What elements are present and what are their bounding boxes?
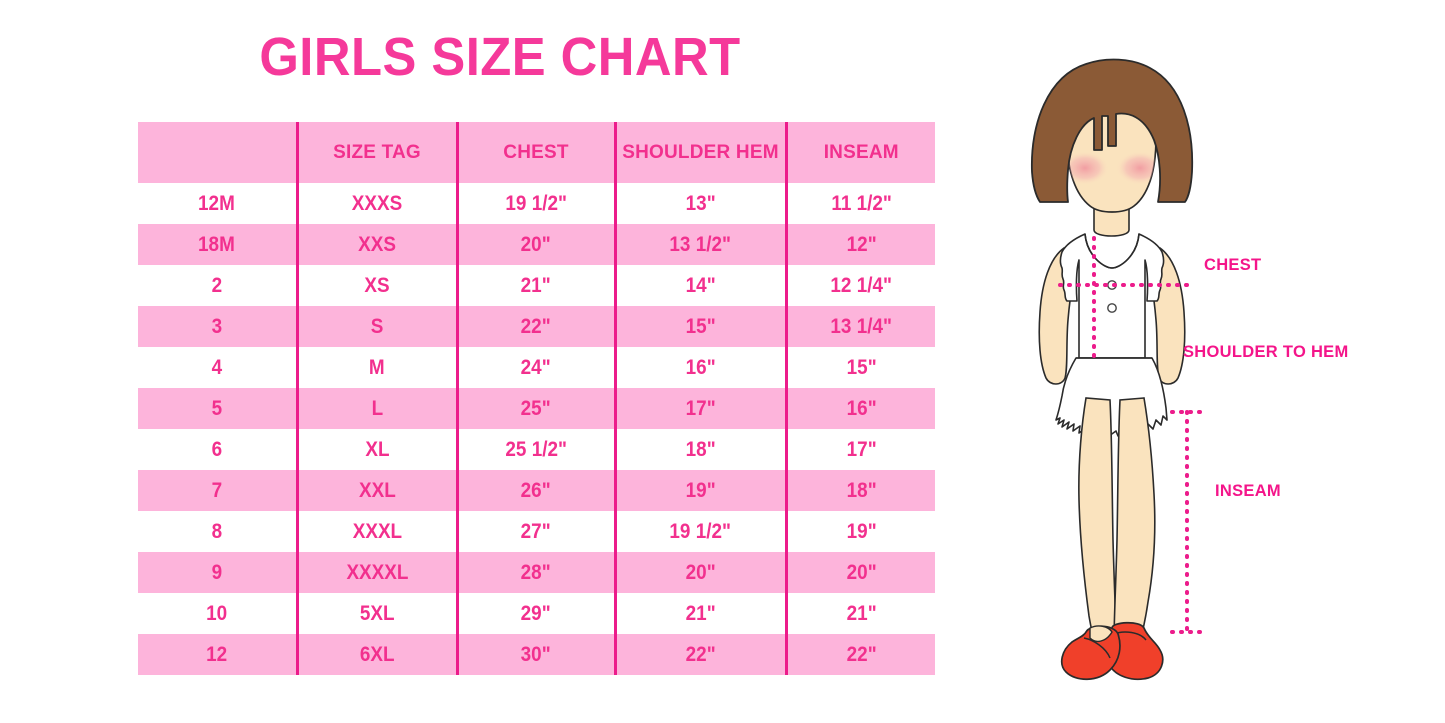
cell-size: 2 (138, 265, 297, 306)
cell-chest: 25" (455, 388, 615, 429)
cell-shoulder-hem: 21" (613, 593, 786, 634)
table-row: 12M XXXS 19 1/2" 13" 11 1/2" (138, 183, 935, 224)
cell-inseam: 12 1/4" (784, 265, 935, 306)
measurement-lines (1058, 236, 1202, 634)
cell-chest: 29" (455, 593, 615, 634)
cell-size-tag: XXS (295, 224, 457, 265)
table-header-row: SIZE TAG CHEST SHOULDER HEM INSEAM (138, 122, 935, 183)
cell-inseam: 11 1/2" (784, 183, 935, 224)
cell-shoulder-hem: 19 1/2" (613, 511, 786, 552)
cell-chest: 27" (455, 511, 615, 552)
cell-chest: 21" (455, 265, 615, 306)
cell-size-tag: XXXXL (295, 552, 457, 593)
cell-inseam: 18" (784, 470, 935, 511)
button-lower (1107, 303, 1117, 313)
cell-size: 8 (138, 511, 297, 552)
cell-size-tag: XL (295, 429, 457, 470)
cell-size-tag: 6XL (295, 634, 457, 675)
cell-size-tag: XS (295, 265, 457, 306)
cell-size: 6 (138, 429, 297, 470)
cell-chest: 19 1/2" (455, 183, 615, 224)
cell-size: 4 (138, 347, 297, 388)
callout-label-chest: CHEST (1204, 256, 1262, 274)
cell-inseam: 12" (784, 224, 935, 265)
cell-inseam: 13 1/4" (784, 306, 935, 347)
cell-chest: 22" (455, 306, 615, 347)
table-row: 8 XXXL 27" 19 1/2" 19" (138, 511, 935, 552)
girl-figure-illustration (990, 20, 1250, 700)
body-group (1038, 233, 1186, 437)
cell-inseam: 19" (784, 511, 935, 552)
head-group (1031, 58, 1194, 237)
cell-inseam: 20" (784, 552, 935, 593)
cell-size-tag: XXL (295, 470, 457, 511)
cell-size: 12M (138, 183, 297, 224)
table-row: 9 XXXXL 28" 20" 20" (138, 552, 935, 593)
cell-inseam: 16" (784, 388, 935, 429)
column-header-size (138, 122, 297, 183)
cell-shoulder-hem: 17" (613, 388, 786, 429)
figure-svg (1031, 58, 1202, 681)
cell-chest: 25 1/2" (455, 429, 615, 470)
callout-label-shoulder-to-hem: SHOULDER TO HEM (1183, 343, 1349, 361)
cell-size: 10 (138, 593, 297, 634)
hair (1031, 58, 1194, 203)
table-row: 7 XXL 26" 19" 18" (138, 470, 935, 511)
table-body: 12M XXXS 19 1/2" 13" 11 1/2" 18M XXS 20" 13 1/2"… (138, 183, 935, 675)
cell-size: 12 (138, 634, 297, 675)
cell-shoulder-hem: 18" (613, 429, 786, 470)
table-row: 3 S 22" 15" 13 1/4" (138, 306, 935, 347)
table-row: 18M XXS 20" 13 1/2" 12" (138, 224, 935, 265)
cell-size: 9 (138, 552, 297, 593)
cell-chest: 30" (455, 634, 615, 675)
column-header-chest: CHEST (455, 122, 615, 183)
column-header-inseam: INSEAM (784, 122, 935, 183)
cell-size-tag: XXXL (295, 511, 457, 552)
cell-size-tag: L (295, 388, 457, 429)
cell-size: 5 (138, 388, 297, 429)
size-chart-table: SIZE TAG CHEST SHOULDER HEM INSEAM 12M XX… (138, 122, 935, 675)
page-title: GIRLS SIZE CHART (259, 27, 741, 87)
callout-label-inseam: INSEAM (1215, 482, 1281, 500)
top-bodice (1059, 233, 1165, 359)
column-header-size-tag: SIZE TAG (295, 122, 457, 183)
legs-group (1078, 397, 1156, 643)
table-row: 12 6XL 30" 22" 22" (138, 634, 935, 675)
cell-inseam: 22" (784, 634, 935, 675)
cell-size: 3 (138, 306, 297, 347)
cell-shoulder-hem: 14" (613, 265, 786, 306)
cell-shoulder-hem: 19" (613, 470, 786, 511)
table-row: 6 XL 25 1/2" 18" 17" (138, 429, 935, 470)
cell-size: 7 (138, 470, 297, 511)
table-row: 10 5XL 29" 21" 21" (138, 593, 935, 634)
cell-shoulder-hem: 15" (613, 306, 786, 347)
cell-inseam: 15" (784, 347, 935, 388)
table-row: 4 M 24" 16" 15" (138, 347, 935, 388)
cell-chest: 26" (455, 470, 615, 511)
table-row: 5 L 25" 17" 16" (138, 388, 935, 429)
cell-chest: 20" (455, 224, 615, 265)
cell-shoulder-hem: 13" (613, 183, 786, 224)
cell-size-tag: XXXS (295, 183, 457, 224)
cell-shoulder-hem: 22" (613, 634, 786, 675)
cell-size-tag: 5XL (295, 593, 457, 634)
table-row: 2 XS 21" 14" 12 1/4" (138, 265, 935, 306)
cell-shoulder-hem: 13 1/2" (613, 224, 786, 265)
cell-inseam: 17" (784, 429, 935, 470)
cell-inseam: 21" (784, 593, 935, 634)
table-header: SIZE TAG CHEST SHOULDER HEM INSEAM (138, 122, 935, 183)
cell-shoulder-hem: 20" (613, 552, 786, 593)
cell-size-tag: S (295, 306, 457, 347)
cell-size-tag: M (295, 347, 457, 388)
column-header-shoulder-hem: SHOULDER HEM (613, 122, 786, 183)
cell-chest: 28" (455, 552, 615, 593)
cell-shoulder-hem: 16" (613, 347, 786, 388)
cell-size: 18M (138, 224, 297, 265)
cell-chest: 24" (455, 347, 615, 388)
shoes-group (1060, 621, 1164, 681)
